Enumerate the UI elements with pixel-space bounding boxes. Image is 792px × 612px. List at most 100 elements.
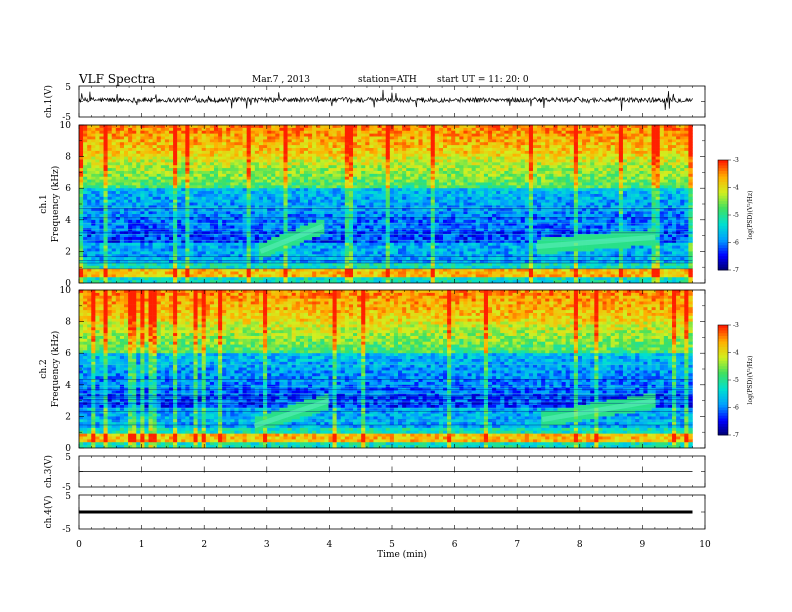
colorbar-tick-label: -6: [733, 240, 739, 247]
colorbar-step: [718, 209, 728, 213]
colorbar-step: [718, 327, 728, 331]
colorbar-step: [718, 418, 728, 422]
y-tick-label: 5: [65, 83, 71, 93]
x-tick-label: 0: [76, 540, 82, 550]
colorbar-step: [718, 198, 728, 202]
y-tick-label: 6: [65, 184, 71, 194]
colorbar-step: [718, 220, 728, 224]
y-axis-label: ch.3(V): [43, 455, 54, 488]
colorbar-step: [718, 432, 728, 436]
colorbar-step: [718, 338, 728, 342]
colorbar-step: [718, 413, 728, 417]
y-tick-label: 2: [65, 412, 71, 422]
spectrogram-cells: [79, 124, 693, 283]
colorbar-step: [718, 371, 728, 375]
colorbar-step: [718, 393, 728, 397]
spectrogram-cells: [79, 289, 693, 448]
colorbar-step: [718, 259, 728, 263]
colorbar-tick-label: -5: [733, 377, 739, 384]
colorbar-step: [718, 415, 728, 419]
colorbars: -3 -4 -5 -6 -7 log(PSD)(V²/Hz) -3 -4 -5 -6 -7 log(P…: [717, 157, 754, 439]
colorbar-step: [718, 195, 728, 199]
x-tick-label: 6: [452, 540, 458, 550]
colorbar-step: [718, 245, 728, 249]
colorbar-step: [718, 253, 728, 257]
colorbar-step: [718, 330, 728, 334]
y-axis-channel-label: ch.2: [39, 359, 49, 378]
colorbar-label: log(PSD)(V²/Hz): [747, 191, 754, 240]
colorbar-tick-label: -6: [733, 405, 739, 412]
colorbar-step: [718, 336, 728, 340]
colorbar-step: [718, 396, 728, 400]
colorbar-step: [718, 352, 728, 356]
y-tick-label: 10: [60, 286, 72, 296]
colorbar-step: [718, 215, 728, 219]
colorbar-step: [718, 176, 728, 180]
colorbar-step: [718, 399, 728, 403]
colorbar-step: [718, 171, 728, 175]
colorbar-step: [718, 267, 728, 271]
colorbar-step: [718, 385, 728, 389]
x-tick-label: 4: [327, 540, 333, 550]
x-tick-label: 1: [139, 540, 145, 550]
colorbar-step: [718, 391, 728, 395]
colorbar-step: [718, 184, 728, 188]
colorbar-tick-label: -4: [733, 185, 739, 192]
y-axis-channel-label: ch.1: [39, 194, 49, 213]
colorbar-step: [718, 325, 728, 329]
colorbar-step: [718, 250, 728, 254]
y-tick-label: 4: [65, 216, 71, 226]
colorbar-step: [718, 160, 728, 164]
colorbar-step: [718, 237, 728, 241]
colorbar-step: [718, 424, 728, 428]
start-ut-label: start UT = 11: 20: 0: [437, 75, 529, 85]
ch1-waveform-panel: 5 -5 ch.1(V): [43, 83, 706, 123]
y-tick-label: -5: [62, 113, 71, 123]
colorbar-step: [718, 256, 728, 260]
y-tick-label: 10: [60, 121, 72, 131]
colorbar-step: [718, 410, 728, 414]
rising-tone-1: [253, 398, 331, 429]
colorbar-step: [718, 179, 728, 183]
colorbar-step: [718, 165, 728, 169]
colorbar-step: [718, 201, 728, 205]
colorbar-step: [718, 360, 728, 364]
y-tick-label: -5: [62, 483, 71, 493]
rising-tone-1: [259, 223, 325, 254]
ch1-spectrogram-panel: 0 2 4 6 8 10 ch.1 Frequency (kHz): [39, 121, 706, 289]
station-label: station=ATH: [358, 75, 417, 85]
colorbar-tick-label: -7: [733, 267, 739, 274]
colorbar-step: [718, 333, 728, 337]
colorbar-step: [718, 363, 728, 367]
colorbar-step: [718, 182, 728, 186]
colorbar-step: [718, 429, 728, 433]
colorbar-step: [718, 355, 728, 359]
y-tick-label: 0: [65, 279, 71, 289]
colorbar-step: [718, 369, 728, 373]
colorbar-step: [718, 377, 728, 381]
colorbar-step: [718, 261, 728, 265]
colorbar-step: [718, 231, 728, 235]
ch2-spectrogram-panel: 0 2 4 6 8 10 ch.2 Frequency (kHz): [39, 286, 706, 454]
colorbar-step: [718, 204, 728, 208]
colorbar-step: [718, 168, 728, 172]
colorbar-step: [718, 388, 728, 392]
colorbar-step: [718, 421, 728, 425]
x-tick-label: 2: [201, 540, 207, 550]
colorbar-step: [718, 234, 728, 238]
ch3-waveform-panel: 5 -5 ch.3(V): [43, 453, 706, 493]
colorbar-step: [718, 358, 728, 362]
x-tick-label: 10: [699, 540, 711, 550]
y-tick-label: 8: [65, 318, 71, 328]
colorbar-step: [718, 190, 728, 194]
colorbar-step: [718, 239, 728, 243]
colorbar-tick-label: -5: [733, 212, 739, 219]
y-tick-label: 5: [65, 492, 71, 502]
date-label: Mar.7 , 2013: [252, 75, 310, 85]
colorbar-step: [718, 223, 728, 227]
colorbar-step: [718, 426, 728, 430]
ch4-waveform-panel: 5 -5 ch.4(V): [43, 492, 706, 535]
colorbar-step: [718, 344, 728, 348]
colorbar-step: [718, 366, 728, 370]
